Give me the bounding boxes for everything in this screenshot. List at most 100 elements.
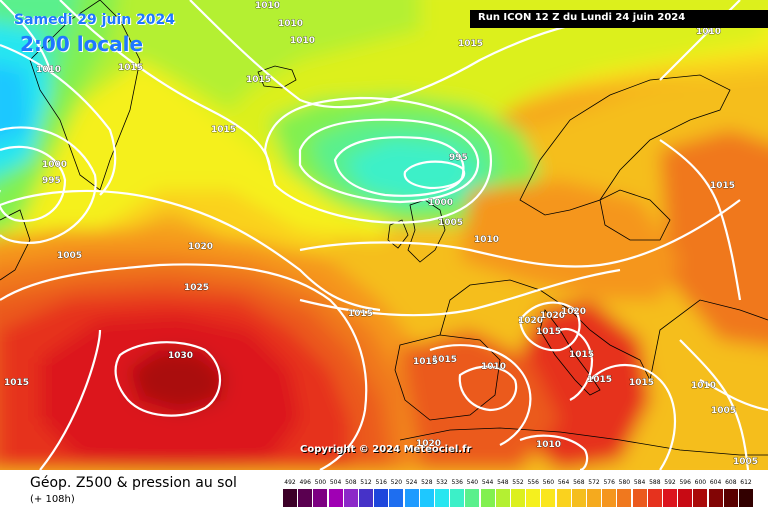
legend-value-label: 532 — [436, 479, 448, 486]
isobar-label: 1005 — [733, 457, 758, 467]
isobar-label: 1010 — [255, 1, 280, 11]
isobar-label: 1010 — [36, 65, 61, 75]
legend-value-label: 576 — [603, 479, 615, 486]
isobar-label: 1015 — [536, 327, 561, 337]
isobar-label: 1010 — [536, 440, 561, 450]
legend-color-swatch — [617, 489, 632, 507]
isobar-label: 1020 — [518, 316, 543, 326]
legend-color-swatch — [571, 489, 586, 507]
isobar-label: 1015 — [710, 181, 735, 191]
legend-color-swatch — [450, 489, 465, 507]
forecast-date: Samedi 29 juin 2024 — [14, 12, 176, 28]
isobar-label: 1015 — [587, 375, 612, 385]
legend-value-label: 568 — [573, 479, 585, 486]
legend-value-label: 572 — [588, 479, 600, 486]
legend-value-label: 612 — [740, 479, 752, 486]
legend-color-swatch — [313, 489, 328, 507]
europe-mainland — [439, 279, 768, 382]
legend-color-swatch — [723, 489, 738, 507]
isobar-line — [298, 118, 480, 204]
legend-value-label: 588 — [649, 479, 661, 486]
isobar-label: 1010 — [481, 362, 506, 372]
legend-value-label: 520 — [390, 479, 403, 486]
isobar-label: 1000 — [42, 160, 67, 170]
isobar-label: 1015 — [211, 125, 236, 135]
legend-value-label: 604 — [709, 479, 722, 486]
isobar-line — [299, 199, 741, 268]
legend-color-swatch — [693, 489, 708, 507]
legend-color-swatch — [602, 489, 617, 507]
legend-value-label: 600 — [694, 479, 707, 486]
scandinavia-coast — [519, 74, 731, 216]
legend-value-label: 580 — [618, 479, 631, 486]
legend-value-label: 552 — [512, 479, 524, 486]
copyright-notice: Copyright © 2024 Meteociel.fr — [300, 444, 472, 455]
legend-color-swatch — [389, 489, 404, 507]
isobar-line — [59, 0, 272, 171]
legend-color-swatch — [283, 489, 297, 507]
italy-coast — [539, 309, 601, 396]
iberia-coast — [394, 334, 501, 421]
legend-color-swatch — [404, 489, 419, 507]
isobar-line — [429, 344, 532, 446]
isobar-label: 1010 — [290, 36, 315, 46]
map-footer: Géop. Z500 & pression au sol (+ 108h) 49… — [0, 470, 768, 512]
isobar-label: 1010 — [474, 235, 499, 245]
legend-color-swatch — [480, 489, 495, 507]
legend-value-label: 544 — [481, 479, 494, 486]
legend-color-swatch — [739, 489, 753, 507]
run-info-banner — [470, 10, 768, 28]
isobar-line — [518, 301, 581, 352]
isobar-label: 995 — [449, 153, 468, 163]
legend-color-swatch — [343, 489, 358, 507]
isobar-line — [263, 96, 492, 224]
legend-value-label: 496 — [299, 479, 311, 486]
legend-color-swatch — [556, 489, 571, 507]
isobar-label: 1025 — [184, 283, 209, 293]
isobar-label: 1010 — [278, 19, 303, 29]
isobar-label: 1005 — [711, 406, 736, 416]
british-isles-coast — [407, 199, 446, 263]
isobar-line — [299, 268, 621, 317]
legend-value-label: 608 — [725, 479, 737, 486]
isobar-line — [699, 379, 768, 412]
isobar-label: 1005 — [57, 251, 82, 261]
isobar-line — [189, 0, 601, 109]
legend-value-label: 504 — [329, 479, 342, 486]
isobar-label: 1010 — [691, 381, 716, 391]
legend-value-label: 516 — [375, 479, 387, 486]
legend-color-swatch — [298, 489, 313, 507]
legend-color-swatch — [708, 489, 723, 507]
isobar-label: 1010 — [696, 27, 721, 37]
coastlines — [0, 0, 768, 456]
legend-value-label: 564 — [557, 479, 570, 486]
isobar-label: 1020 — [540, 311, 565, 321]
isobar-line — [519, 434, 589, 470]
legend-value-label: 536 — [451, 479, 463, 486]
legend-color-swatch — [374, 489, 389, 507]
legend-color-swatch — [678, 489, 693, 507]
isobar-label: 1015 — [432, 355, 457, 365]
isobar-line — [39, 329, 102, 470]
legend-color-swatch — [526, 489, 541, 507]
isobar-line — [659, 139, 742, 301]
isobar-label: 1005 — [438, 218, 463, 228]
isobar-label: 1015 — [569, 350, 594, 360]
canada-coast — [0, 209, 31, 281]
isobar-label: 1015 — [246, 75, 271, 85]
isobar-line — [403, 160, 466, 190]
legend-color-swatch — [465, 489, 480, 507]
isobar-label: 1020 — [416, 439, 441, 449]
isobar-label: 1015 — [629, 378, 654, 388]
isobar-line — [0, 126, 97, 244]
legend-color-swatch — [495, 489, 510, 507]
geopotential-field — [0, 0, 768, 470]
isobar-label: 1015 — [413, 357, 438, 367]
iceland-coast — [257, 65, 297, 89]
run-info-text: Run ICON 12 Z du Lundi 24 juin 2024 — [478, 12, 686, 23]
legend-value-label: 508 — [345, 479, 357, 486]
forecast-local-time: 2:00 locale — [20, 32, 144, 56]
isobar-label: 1020 — [561, 307, 586, 317]
legend-color-swatch — [587, 489, 601, 507]
legend-value-label: 492 — [284, 479, 296, 486]
